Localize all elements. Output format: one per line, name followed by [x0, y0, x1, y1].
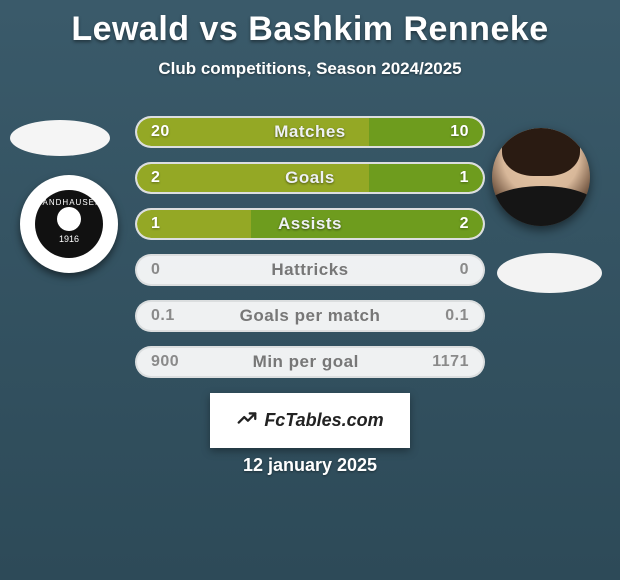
compare-row: 0 Hattricks 0 [135, 254, 485, 286]
compare-label: Goals per match [240, 306, 381, 326]
compare-label: Hattricks [271, 260, 348, 280]
footer-date: 12 january 2025 [0, 455, 620, 476]
club-badge-left: SANDHAUSEN 1916 [20, 175, 118, 273]
page-title: Lewald vs Bashkim Renneke [0, 0, 620, 49]
page-subtitle: Club competitions, Season 2024/2025 [0, 59, 620, 79]
watermark: FcTables.com [210, 393, 410, 448]
compare-value-right: 2 [460, 215, 469, 233]
compare-value-left: 0 [151, 261, 160, 279]
soccer-ball-icon [57, 207, 81, 231]
compare-label: Min per goal [253, 352, 359, 372]
compare-label: Goals [285, 168, 335, 188]
compare-row: 0.1 Goals per match 0.1 [135, 300, 485, 332]
comparison-table: 20Matches102Goals11Assists20Hattricks00.… [135, 116, 485, 378]
chart-line-icon [236, 407, 258, 434]
compare-value-left: 2 [151, 169, 160, 187]
compare-value-left: 0.1 [151, 307, 175, 325]
compare-value-right: 1 [460, 169, 469, 187]
player-right-shadow [497, 253, 602, 293]
club-name-label: SANDHAUSEN [36, 198, 102, 207]
club-year-label: 1916 [59, 234, 79, 244]
compare-value-left: 20 [151, 123, 170, 141]
compare-row: 2 Goals 1 [135, 162, 485, 194]
compare-row: 20 Matches 10 [135, 116, 485, 148]
compare-value-left: 1 [151, 215, 160, 233]
compare-label: Assists [278, 214, 342, 234]
compare-value-left: 900 [151, 353, 179, 371]
compare-value-right: 0.1 [445, 307, 469, 325]
player-right-avatar [492, 128, 590, 226]
player-left-placeholder [10, 120, 110, 156]
compare-row: 1 Assists 2 [135, 208, 485, 240]
compare-row: 900 Min per goal 1171 [135, 346, 485, 378]
club-badge-inner: SANDHAUSEN 1916 [35, 190, 103, 258]
compare-label: Matches [274, 122, 346, 142]
compare-value-right: 1171 [432, 353, 469, 371]
compare-value-right: 10 [450, 123, 469, 141]
watermark-text: FcTables.com [264, 410, 383, 431]
compare-value-right: 0 [460, 261, 469, 279]
